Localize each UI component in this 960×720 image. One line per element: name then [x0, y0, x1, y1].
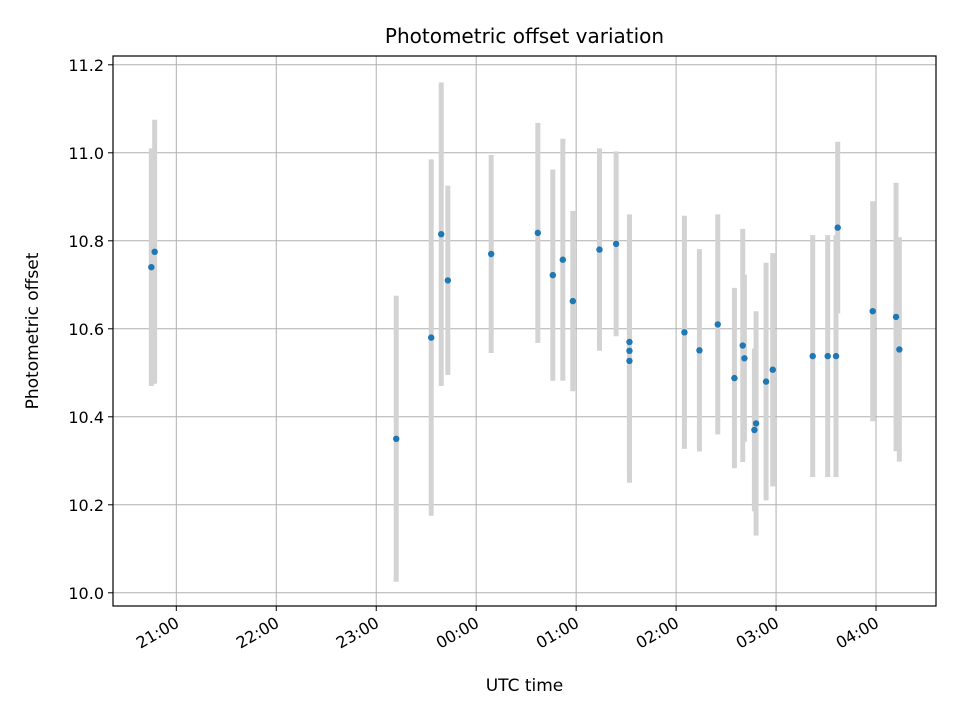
data-point: [892, 313, 900, 321]
data-point: [626, 338, 633, 346]
data-point: [752, 420, 760, 427]
data-point: [869, 308, 876, 315]
data-point: [487, 250, 495, 258]
data-point: [549, 271, 557, 279]
chart-title: Photometric offset variation: [385, 24, 664, 48]
data-point: [751, 426, 758, 434]
data-point: [762, 378, 770, 385]
y-axis-label: Photometric offset: [23, 252, 43, 409]
data-point: [809, 352, 816, 360]
data-point: [739, 342, 746, 349]
data-point: [714, 321, 721, 328]
x-axis-label: UTC time: [486, 676, 564, 696]
data-point: [428, 334, 435, 341]
data-point: [438, 231, 445, 238]
data-point: [824, 352, 831, 360]
data-point: [681, 329, 688, 336]
y-tick-label: 11.0: [68, 144, 104, 163]
data-point: [832, 352, 840, 360]
y-tick-label: 10.4: [68, 408, 104, 427]
data-point: [626, 347, 633, 354]
data-point: [696, 347, 703, 354]
y-tick-label: 10.2: [68, 496, 104, 515]
y-tick-label: 10.6: [68, 320, 104, 339]
data-point: [596, 246, 603, 253]
data-point: [612, 240, 620, 248]
data-point: [834, 224, 841, 231]
data-point: [534, 229, 542, 237]
plot-frame: [112, 55, 937, 607]
data-point: [769, 366, 776, 373]
y-tick-label: 11.2: [68, 56, 104, 75]
data-point: [393, 435, 400, 442]
y-axis: 10.0 10.2 10.4 10.6 10.8 11.0 11.2: [68, 56, 113, 603]
data-point: [444, 277, 452, 284]
data-point: [151, 248, 158, 255]
data-point: [731, 374, 738, 382]
data-point: [741, 355, 748, 362]
grid: [113, 56, 936, 606]
data-point: [148, 264, 155, 271]
data-point: [896, 346, 903, 353]
data-point: [569, 297, 577, 305]
y-tick-label: 10.0: [68, 584, 104, 603]
data-points: [148, 224, 903, 442]
y-tick-label: 10.8: [68, 232, 104, 251]
data-point: [559, 256, 567, 263]
data-point: [626, 357, 633, 365]
